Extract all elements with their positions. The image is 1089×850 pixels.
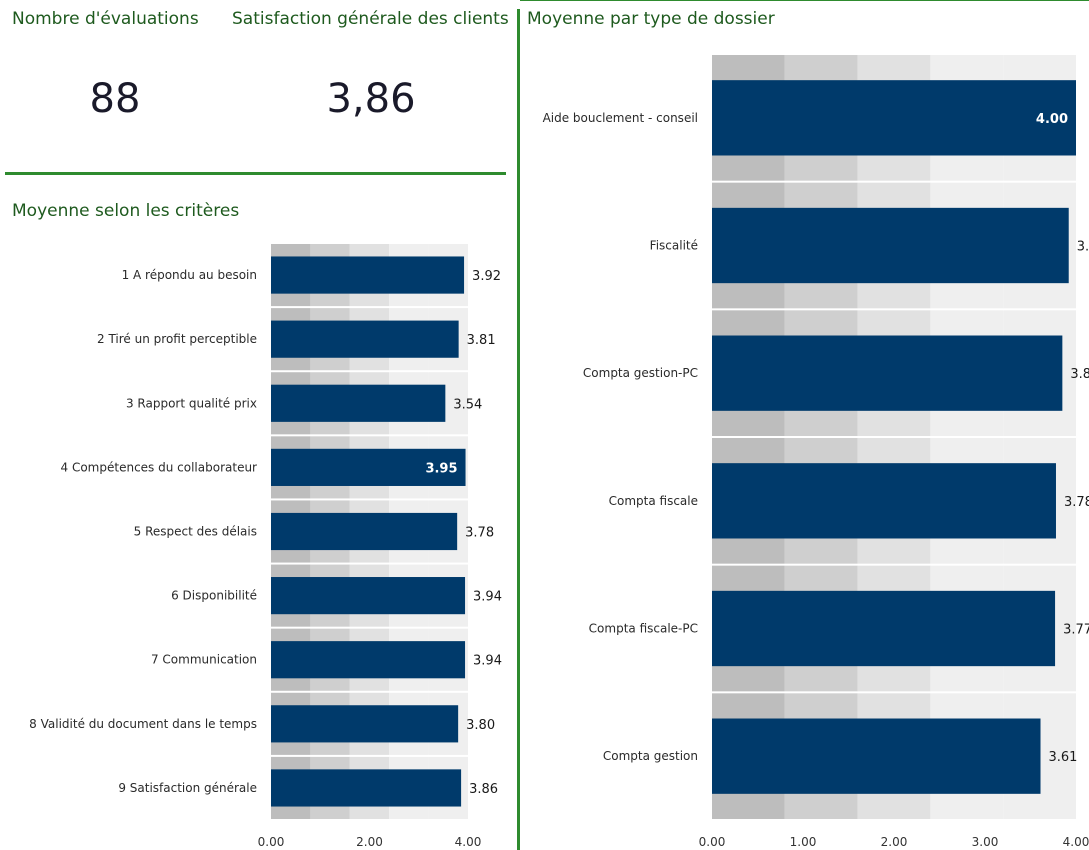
criteria-bar bbox=[271, 512, 458, 551]
dossier-category-label: Aide bouclement - conseil bbox=[543, 111, 698, 125]
criteria-bar bbox=[271, 320, 459, 358]
criteria-tick-label: 4.00 bbox=[455, 835, 482, 849]
criteria-category-label: 1 A répondu au besoin bbox=[122, 268, 257, 282]
kpi-satisfaction-value: 3,86 bbox=[326, 76, 416, 122]
criteria-tick-label: 0.00 bbox=[258, 835, 285, 849]
criteria-value-label: 3.94 bbox=[473, 590, 502, 605]
dossier-value-label: 3.77 bbox=[1063, 623, 1089, 638]
chart-dossier: Aide bouclement - conseil 4.00 Fiscalité 3.… bbox=[543, 55, 1089, 849]
dossier-bar bbox=[712, 335, 1063, 411]
dossier-tick-label: 1.00 bbox=[790, 835, 817, 849]
kpi-count-value: 88 bbox=[89, 76, 141, 122]
criteria-value-label: 3.54 bbox=[453, 397, 482, 412]
criteria-bar bbox=[271, 384, 446, 422]
chart-dossier-title: Moyenne par type de dossier bbox=[527, 9, 775, 29]
criteria-category-label: 5 Respect des délais bbox=[134, 525, 257, 539]
criteria-value-label: 3.80 bbox=[466, 718, 495, 733]
dossier-tick-label: 4.00 bbox=[1063, 835, 1089, 849]
criteria-value-label: 3.86 bbox=[469, 782, 498, 797]
dossier-value-label: 3.61 bbox=[1049, 750, 1078, 765]
criteria-category-label: 3 Rapport qualité prix bbox=[126, 396, 257, 410]
dossier-bar bbox=[712, 718, 1041, 794]
criteria-category-label: 2 Tiré un profit perceptible bbox=[97, 332, 257, 346]
kpi-satisfaction-title: Satisfaction générale des clients bbox=[232, 9, 509, 29]
dossier-category-label: Compta gestion-PC bbox=[583, 366, 698, 380]
criteria-value-label: 3.94 bbox=[473, 654, 502, 669]
criteria-value-label: 3.78 bbox=[465, 526, 494, 541]
criteria-category-label: 9 Satisfaction générale bbox=[118, 781, 257, 795]
dossier-value-label: 3.78 bbox=[1064, 495, 1089, 510]
criteria-bar bbox=[271, 577, 466, 615]
criteria-bar bbox=[271, 705, 459, 743]
dossier-tick-label: 2.00 bbox=[881, 835, 908, 849]
dossier-tick-label: 3.00 bbox=[972, 835, 999, 849]
dossier-tick-label: 0.00 bbox=[699, 835, 726, 849]
criteria-bar bbox=[271, 448, 466, 486]
dossier-bar bbox=[712, 463, 1056, 539]
dossier-value-label: 3.9 bbox=[1077, 240, 1089, 255]
dossier-category-label: Fiscalité bbox=[650, 239, 698, 253]
divider-horizontal bbox=[5, 172, 506, 175]
criteria-category-label: 6 Disponibilité bbox=[171, 589, 257, 603]
dossier-bar bbox=[712, 207, 1069, 284]
criteria-category-label: 7 Communication bbox=[151, 653, 257, 667]
dossier-value-label: 3.8 bbox=[1070, 367, 1089, 382]
criteria-bar bbox=[271, 256, 465, 294]
dossier-category-label: Compta fiscale-PC bbox=[589, 622, 698, 636]
dossier-category-label: Compta fiscale bbox=[609, 494, 698, 508]
criteria-value-label: 3.92 bbox=[472, 269, 501, 284]
kpi-count-title: Nombre d'évaluations bbox=[12, 9, 199, 29]
divider-vertical bbox=[517, 9, 520, 850]
criteria-category-label: 4 Compétences du collaborateur bbox=[61, 460, 258, 474]
dossier-bar bbox=[712, 80, 1076, 156]
criteria-value-label: 3.81 bbox=[467, 333, 496, 348]
criteria-category-label: 8 Validité du document dans le temps bbox=[29, 717, 257, 731]
chart-criteria: 1 A répondu au besoin 3.92 2 Tiré un profi… bbox=[29, 244, 502, 849]
divider-top bbox=[520, 0, 1089, 1]
criteria-tick-label: 2.00 bbox=[356, 835, 383, 849]
dossier-bar bbox=[712, 590, 1056, 667]
criteria-value-label: 3.95 bbox=[425, 461, 457, 476]
criteria-bar bbox=[271, 641, 466, 679]
criteria-bar bbox=[271, 769, 462, 807]
dossier-value-label: 4.00 bbox=[1036, 112, 1068, 127]
chart-criteria-title: Moyenne selon les critères bbox=[12, 201, 240, 221]
dossier-category-label: Compta gestion bbox=[603, 749, 698, 763]
